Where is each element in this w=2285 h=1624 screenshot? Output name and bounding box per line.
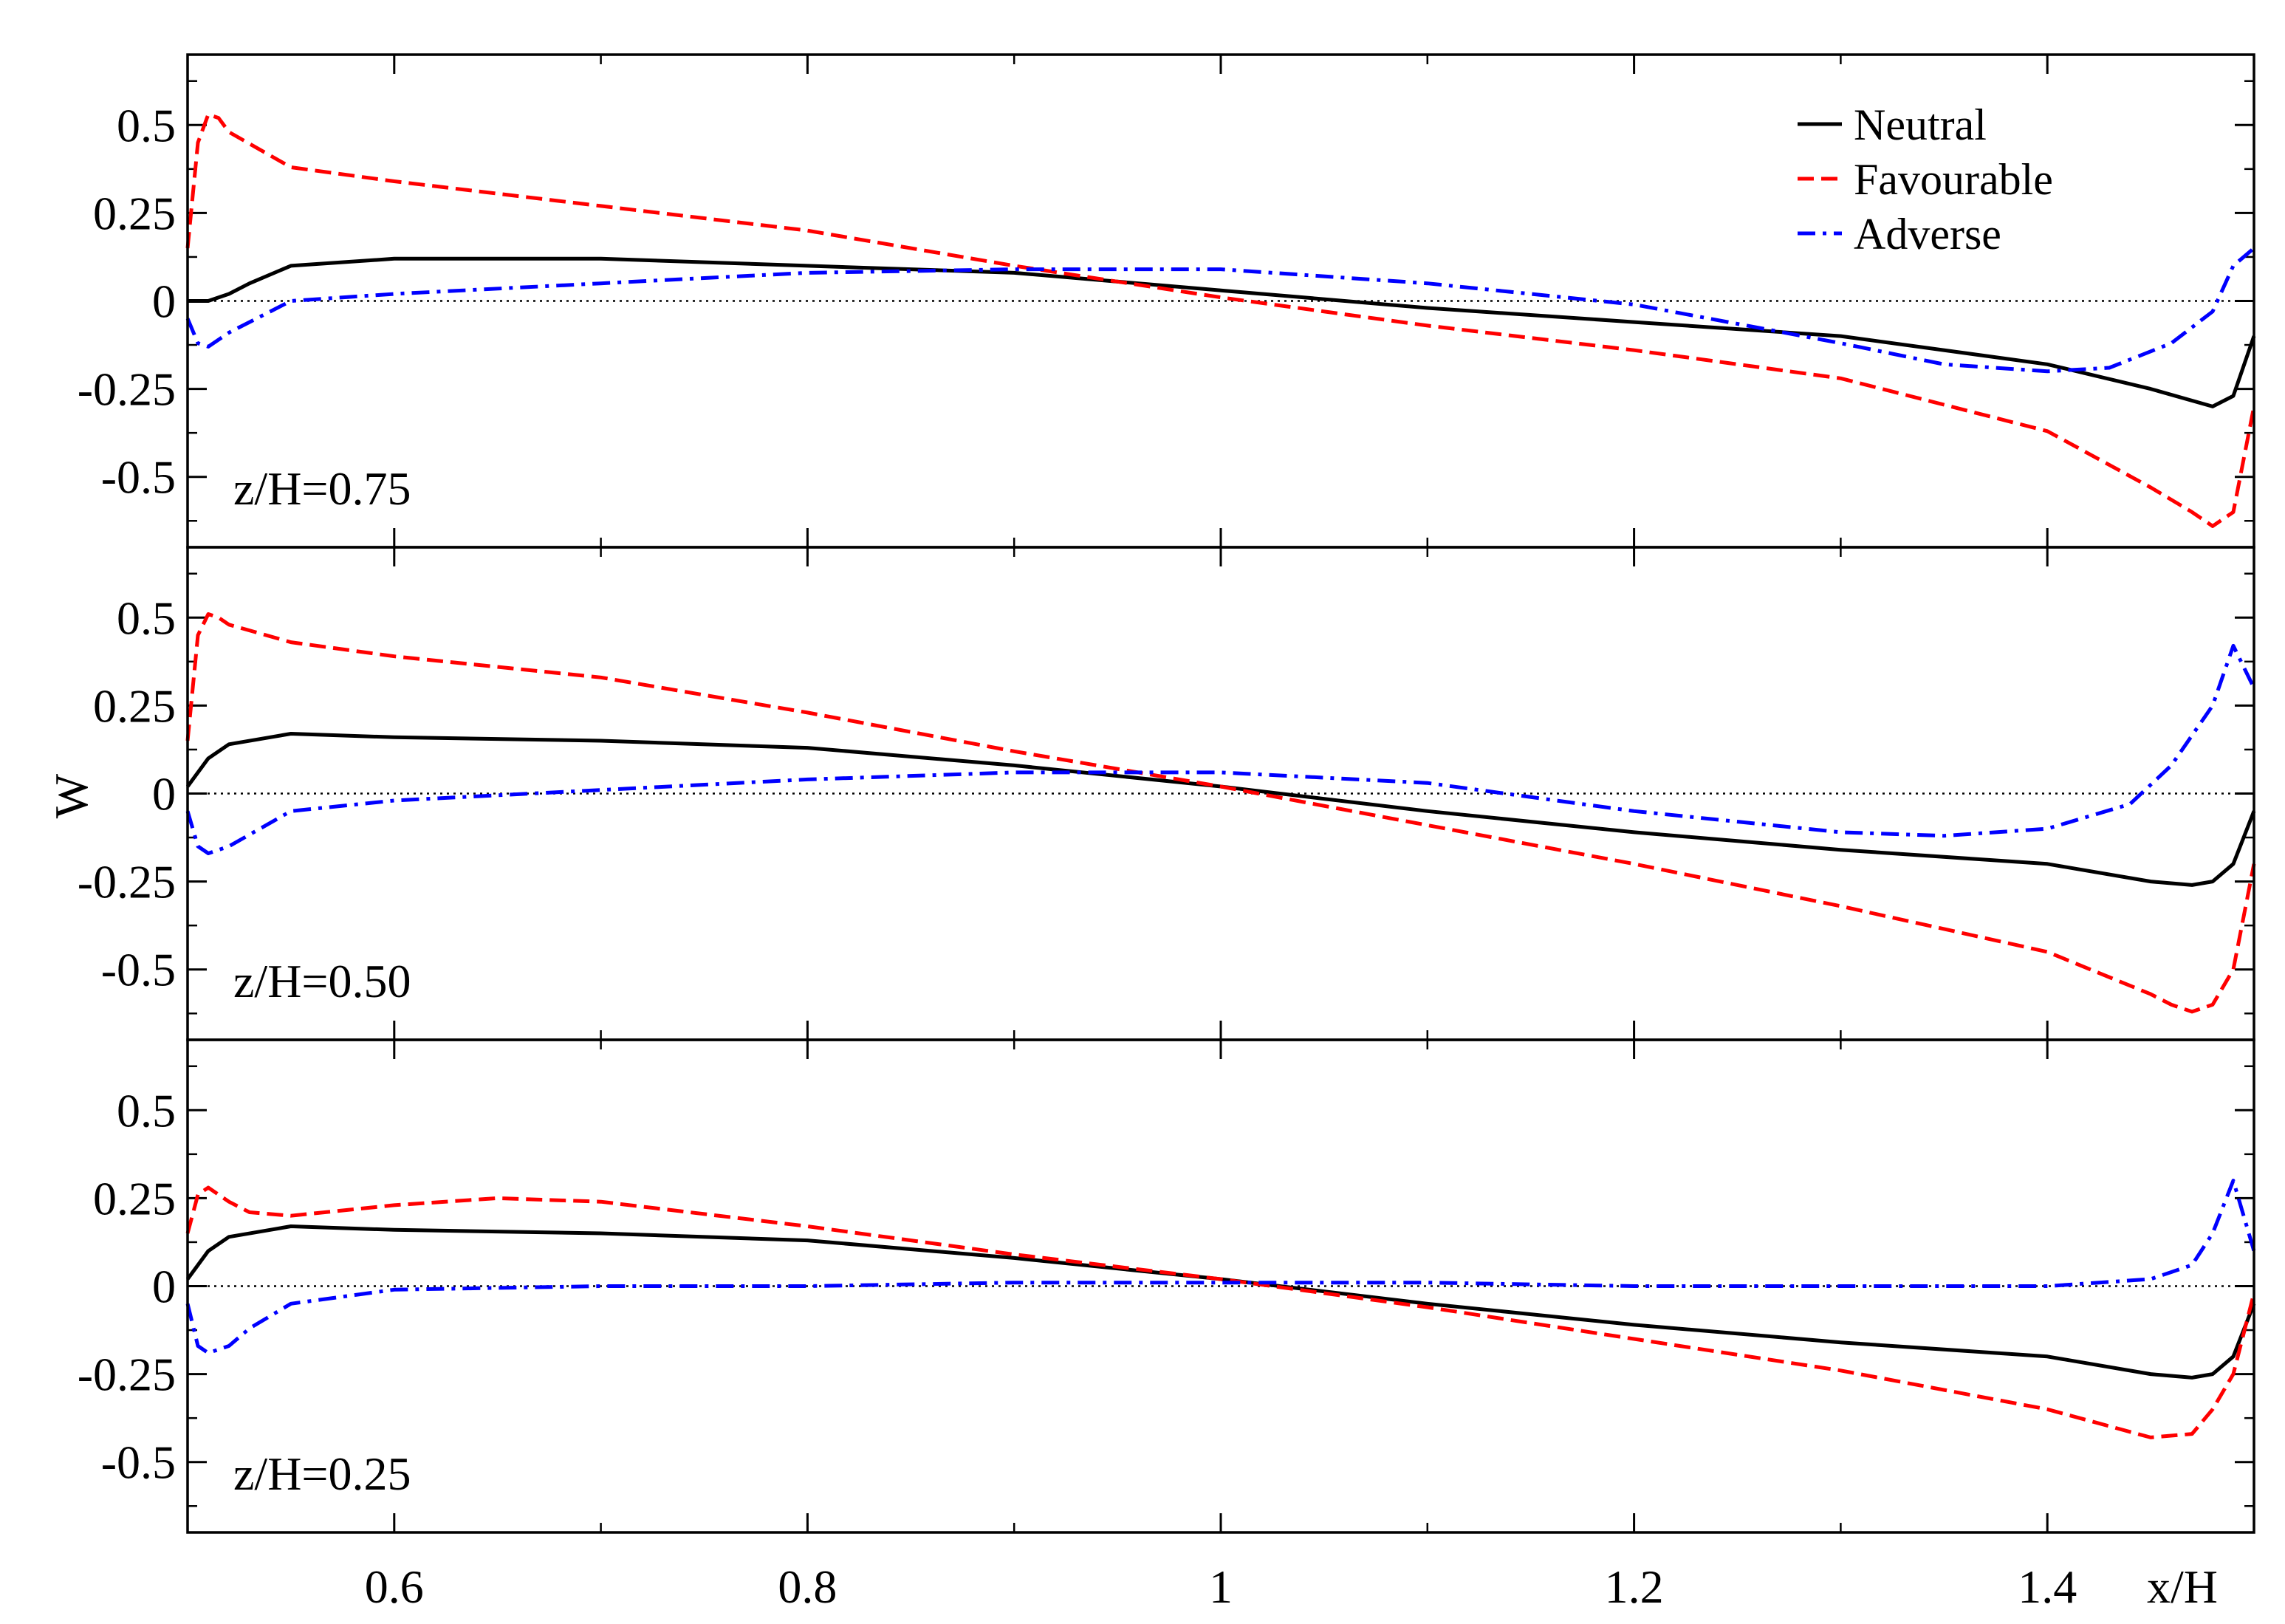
y-tick-label: -0.25 [78, 1349, 176, 1401]
y-axis-title: W [45, 773, 97, 818]
series-adverse [185, 247, 2255, 374]
panels-group: -0.5 -0.25 0 0.25 0.5 z/H=0.75 -0.5 -0.25 0 0.25 0… [78, 53, 2256, 1613]
series-favourable [185, 612, 2256, 1014]
y-tick-label: 0.25 [93, 1172, 176, 1224]
x-tick-label: 1.2 [1605, 1560, 1664, 1613]
panel-3: -0.5 -0.25 0 0.25 0.5 z/H=0.25 [78, 1038, 2256, 1534]
panel-label: z/H=0.75 [233, 462, 411, 515]
x-tick-label: 1.4 [2018, 1560, 2077, 1613]
panel-frame [186, 1038, 2255, 1534]
y-tick-label: 0 [152, 1261, 176, 1313]
series-adverse [185, 643, 2256, 855]
series-neutral [185, 1224, 2256, 1380]
x-tick-label: 0.6 [365, 1560, 424, 1613]
y-tick-label: 0 [152, 275, 176, 328]
y-tick-label: -0.5 [101, 944, 176, 996]
y-tick-label: 0.5 [117, 99, 176, 151]
x-tick-label: 1 [1209, 1560, 1233, 1613]
panel-label: z/H=0.50 [233, 955, 411, 1007]
y-tick-label: 0.5 [117, 1084, 176, 1137]
y-tick-label: 0.25 [93, 679, 176, 732]
series-favourable [185, 1185, 2256, 1439]
panel-label: z/H=0.25 [233, 1447, 411, 1500]
y-tick-label: -0.5 [101, 451, 176, 504]
y-tick-label: -0.5 [101, 1436, 176, 1489]
legend-label-neutral: Neutral [1854, 100, 1987, 149]
panel-1: -0.5 -0.25 0 0.25 0.5 z/H=0.75 [78, 53, 2256, 549]
x-tick-label: 0.8 [778, 1560, 837, 1613]
series-neutral [188, 256, 2256, 408]
series-favourable [185, 112, 2256, 528]
series-adverse [185, 1179, 2256, 1355]
legend-label-favourable: Favourable [1854, 155, 2053, 204]
x-axis-title: x/H [2147, 1560, 2218, 1613]
y-tick-label: -0.25 [78, 856, 176, 908]
series-neutral [185, 732, 2256, 887]
y-tick-label: 0 [152, 768, 176, 820]
y-tick-label: -0.25 [78, 363, 176, 416]
legend: Neutral Favourable Adverse [1798, 100, 2053, 258]
y-tick-label: 0.25 [93, 187, 176, 239]
legend-label-adverse: Adverse [1854, 210, 2001, 258]
y-tick-label: 0.5 [117, 592, 176, 644]
panel-2: -0.5 -0.25 0 0.25 0.5 z/H=0.50 [78, 546, 2256, 1041]
